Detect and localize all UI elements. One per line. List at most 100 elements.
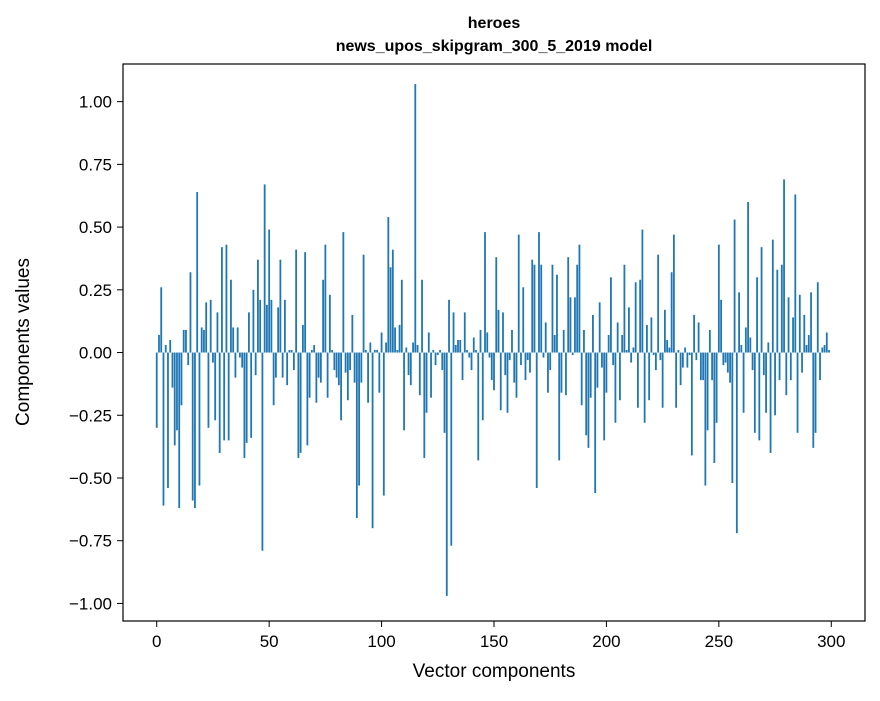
bar <box>400 279 403 353</box>
bar <box>524 352 527 381</box>
bar <box>263 184 266 353</box>
bar <box>522 287 525 353</box>
plot-frame <box>122 63 866 622</box>
bar <box>547 352 549 393</box>
bar <box>751 352 754 371</box>
bar <box>695 352 698 361</box>
bar <box>275 352 277 378</box>
bar <box>549 352 552 371</box>
bar <box>758 352 761 441</box>
bar <box>686 352 689 368</box>
bar <box>783 179 785 353</box>
bar <box>574 297 576 353</box>
bar <box>614 352 617 423</box>
bar <box>187 352 190 366</box>
bar <box>346 352 349 401</box>
bar <box>176 352 178 431</box>
bar <box>270 299 273 353</box>
bar <box>702 352 705 381</box>
bar <box>261 352 264 551</box>
bar <box>185 329 187 353</box>
bar <box>355 352 358 519</box>
bar <box>317 352 320 378</box>
bar <box>308 352 311 398</box>
bar <box>178 352 181 509</box>
bar <box>443 352 446 433</box>
chart-subtitle: news_upos_skipgram_300_5_2019 model <box>336 38 653 55</box>
bar <box>430 352 432 398</box>
bar <box>409 352 412 386</box>
bar <box>594 352 597 494</box>
bar <box>295 249 298 353</box>
bar <box>171 352 174 388</box>
bar <box>225 244 228 353</box>
bar <box>821 347 824 353</box>
bar <box>578 244 581 353</box>
bar <box>243 352 246 458</box>
bar <box>310 350 313 353</box>
bar <box>394 327 396 353</box>
bar <box>194 352 196 509</box>
bar <box>324 244 327 353</box>
bar <box>735 352 738 534</box>
bar <box>200 327 203 353</box>
bar <box>619 352 621 401</box>
bar <box>513 352 516 383</box>
y-tick-label: 0.25 <box>79 281 112 300</box>
bar <box>337 352 340 386</box>
bar <box>299 352 302 453</box>
bar <box>747 202 749 353</box>
y-axis-label: Components values <box>13 258 34 426</box>
x-axis-label: Vector components <box>413 661 576 682</box>
bar <box>670 272 673 353</box>
bar <box>364 350 367 353</box>
bar <box>789 352 792 381</box>
bar <box>434 352 437 366</box>
bar <box>529 352 531 373</box>
bar <box>286 352 289 386</box>
bar <box>823 345 826 353</box>
bar <box>506 352 509 413</box>
bar <box>657 254 660 353</box>
bar <box>733 219 736 353</box>
bar <box>798 294 801 353</box>
bar <box>221 247 223 353</box>
bar <box>353 352 356 383</box>
bar <box>812 352 815 448</box>
bar <box>697 322 700 353</box>
bar <box>533 264 536 353</box>
bar <box>367 352 369 403</box>
bar <box>472 337 475 353</box>
bar <box>515 352 518 398</box>
bar <box>760 247 763 353</box>
bar <box>470 352 473 371</box>
bar <box>551 264 554 353</box>
x-tick-label: 200 <box>592 632 620 651</box>
bar <box>461 352 464 381</box>
bar <box>499 352 502 411</box>
bar <box>592 314 594 353</box>
bar <box>245 352 248 443</box>
bar <box>486 332 489 353</box>
bar <box>646 324 648 353</box>
bar <box>326 352 329 398</box>
bar <box>538 232 540 353</box>
bar <box>180 352 183 406</box>
bar <box>230 279 232 353</box>
bar <box>769 352 772 453</box>
bar <box>803 314 806 353</box>
bar <box>362 254 365 353</box>
bar <box>493 352 495 391</box>
bar <box>744 327 747 353</box>
y-tick-label: 0.75 <box>79 155 112 174</box>
bar <box>765 352 767 413</box>
bar <box>607 334 610 353</box>
bar <box>605 352 608 393</box>
bar <box>601 352 603 368</box>
bar <box>290 350 293 353</box>
bar <box>236 327 239 353</box>
bar <box>717 244 720 353</box>
bar <box>589 352 592 398</box>
bar <box>587 352 590 448</box>
